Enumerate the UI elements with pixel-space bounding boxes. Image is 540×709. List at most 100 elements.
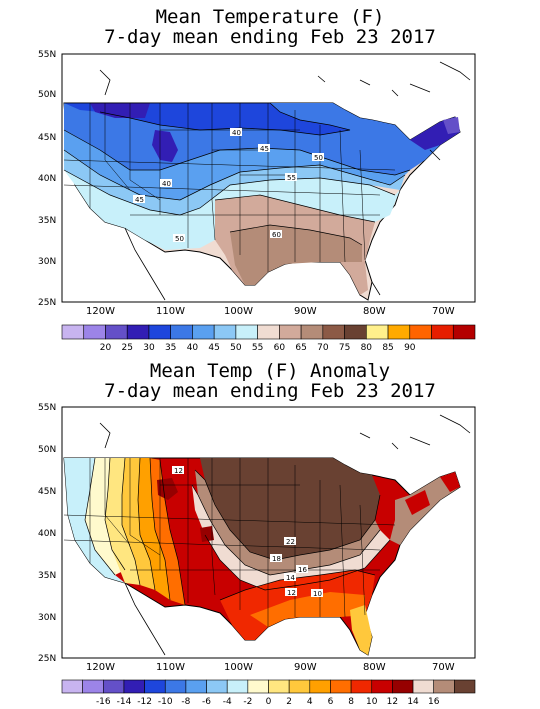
colorbar-swatch	[105, 324, 128, 340]
map-subtitle-2: 7-day mean ending Feb 23 2017	[104, 380, 436, 402]
lat-label: 50N	[38, 445, 56, 455]
contour-label: 18	[272, 555, 281, 563]
colorbar-label: 10	[366, 697, 378, 707]
colorbar-label: 30	[143, 343, 155, 353]
colorbar-swatch	[387, 324, 411, 340]
colorbar-swatch	[452, 324, 476, 340]
lon-labels-bottom: 120W 110W 100W 90W 80W 70W	[86, 662, 455, 673]
colorbar-label: 16	[428, 697, 440, 707]
lat-label: 40N	[38, 529, 56, 539]
colorbar-swatch	[300, 324, 324, 340]
lon-label: 80W	[363, 306, 386, 317]
contour-labels-top: 40 45 50 55 60 40 45 50	[133, 128, 324, 243]
colorbar-swatch	[412, 679, 434, 694]
lon-label: 70W	[432, 662, 455, 673]
lat-label: 50N	[38, 90, 56, 100]
colorbar-label: -4	[223, 697, 232, 707]
contour-label: 60	[272, 231, 281, 239]
contour-label: 50	[314, 154, 323, 162]
colorbar-swatch	[164, 679, 187, 694]
colorbar-swatch	[247, 679, 269, 694]
colorbar-label: 0	[266, 697, 272, 707]
map-title-2: Mean Temp (F) Anomaly	[149, 360, 391, 382]
lon-label: 90W	[294, 306, 317, 317]
contour-labels-bottom: 12 22 18 16 14 12 10	[172, 466, 323, 598]
colorbar-label: 6	[328, 697, 334, 707]
lat-label: 30N	[38, 257, 56, 267]
colorbar-swatch	[409, 324, 432, 340]
lat-label: 35N	[38, 571, 56, 581]
colorbar-swatch	[61, 679, 83, 694]
colorbar-label: 12	[387, 697, 398, 707]
lon-label: 90W	[294, 662, 317, 673]
colorbar-label: 75	[339, 343, 350, 353]
colorbar-swatch	[371, 679, 393, 694]
contour-label: 10	[313, 590, 322, 598]
colorbar-label: 25	[121, 343, 132, 353]
colorbar-label: -6	[202, 697, 211, 707]
colorbar-swatch	[192, 324, 215, 340]
lat-label: 40N	[38, 174, 56, 184]
lat-label: 30N	[38, 613, 56, 623]
colorbar-label: 90	[404, 343, 416, 353]
lat-label: 55N	[38, 50, 56, 60]
contour-label: 45	[135, 196, 144, 204]
colorbar-label: -14	[117, 697, 132, 707]
colorbar-label: 45	[208, 343, 219, 353]
colorbar-bottom: -16 -14 -12 -10 -8 -6 -4 -2 0 2 4 6 8 10 12 14 16	[61, 679, 476, 707]
contour-label: 16	[298, 566, 307, 574]
lon-label: 110W	[156, 306, 185, 317]
lat-labels-bottom: 55N 50N 45N 40N 35N 30N 25N	[38, 403, 56, 664]
colorbar-swatch	[322, 324, 345, 340]
colorbar-label: -12	[137, 697, 152, 707]
colorbar-swatch	[279, 324, 302, 340]
colorbar-label: 50	[230, 343, 242, 353]
colorbar-swatch	[226, 679, 249, 694]
colorbar-swatch	[213, 324, 237, 340]
colorbar-swatch	[83, 324, 106, 340]
colorbar-label: 4	[307, 697, 313, 707]
colorbar-swatch	[288, 679, 311, 694]
colorbar-swatch	[366, 324, 389, 340]
contour-label: 40	[162, 180, 171, 188]
colorbar-label: 55	[252, 343, 263, 353]
lat-label: 25N	[38, 654, 56, 664]
colorbar-swatch	[350, 679, 373, 694]
map-title-1: Mean Temperature (F)	[155, 6, 385, 28]
colorbar-swatch	[268, 679, 290, 694]
colorbar-label: 80	[361, 343, 373, 353]
colorbar-swatch	[82, 679, 104, 694]
contour-label: 50	[175, 235, 184, 243]
colorbar-swatch	[144, 679, 166, 694]
colorbar-swatch	[103, 679, 125, 694]
colorbar-label: 70	[317, 343, 329, 353]
map-subtitle-1: 7-day mean ending Feb 23 2017	[104, 26, 436, 48]
colorbar-label: 85	[382, 343, 393, 353]
colorbar-label: -16	[96, 697, 111, 707]
mean-temperature-map: 40 45 50 55 60 40 45 50 55N 50N 45N 40N …	[38, 50, 476, 353]
contour-label: 14	[286, 574, 295, 582]
colorbar-swatch	[206, 679, 228, 694]
temperature-anomaly-map: 12 22 18 16 14 12 10 55N 50N 45N 40N 35N…	[38, 403, 476, 707]
colorbar-swatch	[61, 324, 85, 340]
colorbar-swatch	[454, 679, 476, 694]
lat-label: 25N	[38, 298, 56, 308]
colorbar-label: 20	[100, 343, 112, 353]
colorbar-swatch	[431, 324, 454, 340]
lat-labels-top: 55N 50N 45N 40N 35N 30N 25N	[38, 50, 56, 308]
colorbar-label: -10	[158, 697, 173, 707]
lon-label: 80W	[363, 662, 386, 673]
colorbar-swatch	[344, 324, 367, 340]
colorbar-swatch	[235, 324, 258, 340]
contour-label: 12	[174, 467, 183, 475]
lat-label: 55N	[38, 403, 56, 413]
colorbar-swatch	[330, 679, 352, 694]
lat-label: 45N	[38, 133, 56, 143]
colorbar-swatch	[309, 679, 331, 694]
contour-label: 55	[287, 174, 296, 182]
lon-label: 70W	[432, 306, 455, 317]
colorbar-swatch	[123, 679, 145, 694]
lon-label: 110W	[156, 662, 185, 673]
colorbar-label: -2	[243, 697, 252, 707]
